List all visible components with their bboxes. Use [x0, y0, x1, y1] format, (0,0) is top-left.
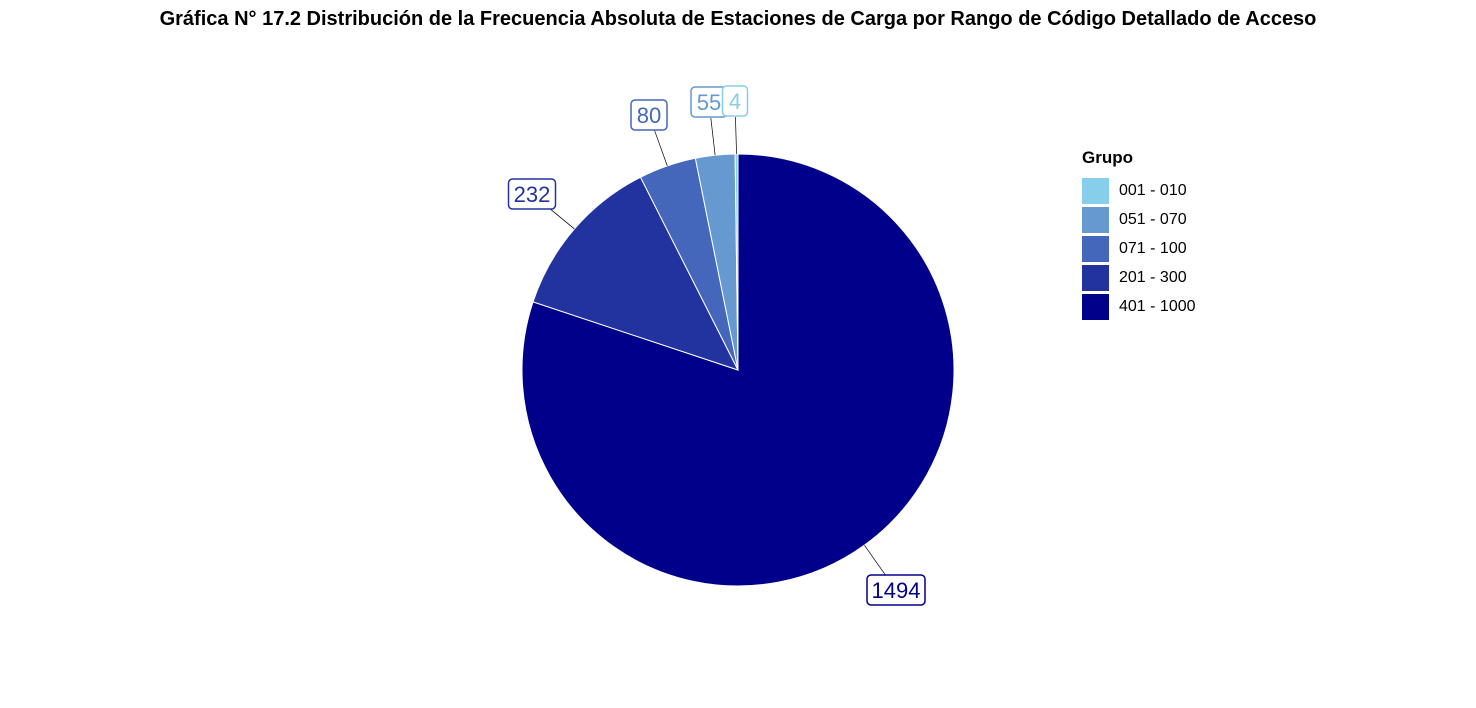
- chart-title: Gráfica N° 17.2 Distribución de la Frecu…: [159, 8, 1317, 30]
- legend-swatch: [1082, 264, 1109, 291]
- legend-swatch: [1082, 293, 1109, 320]
- legend-label: 051 - 070: [1119, 210, 1187, 228]
- leader-line-051-070: [710, 117, 716, 156]
- legend-item-051-070: 051 - 070: [1082, 205, 1196, 234]
- legend-label: 001 - 010: [1119, 181, 1187, 199]
- data-label-071-100: 80: [637, 103, 661, 128]
- legend-item-401-1000: 401 - 1000: [1082, 292, 1196, 321]
- legend-swatch: [1082, 177, 1109, 204]
- legend-swatch: [1082, 206, 1109, 233]
- data-label-401-1000: 1494: [872, 578, 921, 603]
- data-label-box-201-300: [507, 178, 557, 210]
- legend-item-201-300: 201 - 300: [1082, 263, 1196, 292]
- data-label-box-071-100: [630, 99, 668, 131]
- data-label-box-401-1000: [866, 574, 926, 606]
- legend-title: Grupo: [1082, 148, 1133, 167]
- leader-line-001-010: [735, 116, 737, 155]
- legend-items: 001 - 010 051 - 070 071 - 100 201 - 300 401 …: [1082, 176, 1196, 321]
- pie-slice-001-010: [734, 153, 739, 371]
- leader-line-401-1000: [864, 544, 888, 578]
- leader-line-071-100: [654, 129, 668, 167]
- legend-label: 071 - 100: [1119, 239, 1187, 257]
- legend-item-071-100: 071 - 100: [1082, 234, 1196, 263]
- data-label-001-010: 4: [729, 89, 741, 114]
- legend-item-001-010: 001 - 010: [1082, 176, 1196, 205]
- data-label-201-300: 232: [514, 182, 551, 207]
- legend-swatch: [1082, 235, 1109, 262]
- legend-label: 401 - 1000: [1119, 297, 1196, 315]
- data-label-box-001-010: [721, 85, 749, 117]
- legend-label: 201 - 300: [1119, 268, 1187, 286]
- data-label-051-070: 55: [697, 90, 721, 115]
- legend: Grupo 001 - 010 051 - 070 071 - 100 201 - 3…: [1082, 148, 1196, 321]
